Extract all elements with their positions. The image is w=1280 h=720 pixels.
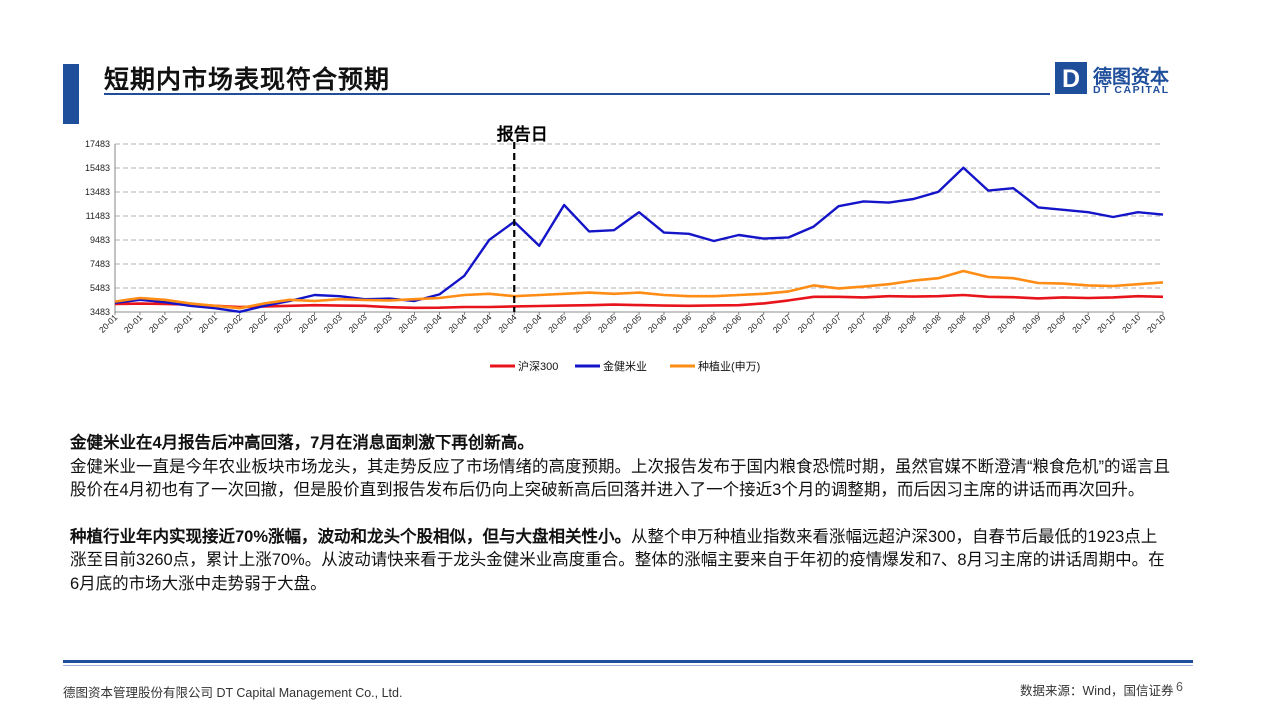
stock-line-chart: 3483 5483 7483 9483 11483 13483 15483 17483 20-… (85, 124, 1168, 373)
logo-mark-letter: D (1062, 65, 1080, 93)
logo-mark-icon: D (1055, 62, 1087, 94)
x-tick-label: 20-06 (671, 312, 694, 335)
footer-divider (63, 660, 1193, 663)
paragraph-1: 金健米业在4月报告后冲高回落，7月在消息面刺激下再创新高。金健米业一直是今年农业… (70, 432, 1170, 503)
x-tick-label: 20-08 (870, 312, 893, 335)
x-tick-label: 20-03 (322, 312, 345, 335)
x-tick-label: 20-05 (571, 312, 594, 335)
y-tick-label: 15483 (85, 163, 110, 173)
y-tick-label: 5483 (90, 283, 110, 293)
x-tick-label: 20-09 (970, 312, 993, 335)
y-tick-label: 17483 (85, 139, 110, 149)
x-tick-label: 20-03 (346, 312, 369, 335)
x-tick-label: 20-01 (197, 312, 220, 335)
legend-label-1: 金健米业 (603, 359, 647, 373)
page-number: 6 (1176, 680, 1183, 694)
x-tick-label: 20-02 (222, 312, 245, 335)
y-tick-label: 9483 (90, 235, 110, 245)
x-tick-label: 20-04 (496, 312, 519, 335)
chart-legend: 沪深300 金健米业 种植业(申万) (490, 359, 760, 373)
x-tick-label: 20-09 (1020, 312, 1043, 335)
x-tick-label: 20-04 (421, 312, 444, 335)
x-tick-label: 20-07 (846, 312, 869, 335)
x-tick-label: 20-06 (696, 312, 719, 335)
x-tick-label: 20-10 (1095, 312, 1118, 335)
x-tick-label: 20-07 (796, 312, 819, 335)
x-tick-label: 20-08 (895, 312, 918, 335)
footer-company: 德图资本管理股份有限公司 DT Capital Management Co., … (63, 686, 403, 700)
title-accent-bar (63, 64, 79, 124)
legend-label-0: 沪深300 (518, 359, 558, 373)
report-day-label: 报告日 (497, 124, 548, 145)
x-tick-label: 20-06 (721, 312, 744, 335)
title-divider (104, 93, 1050, 95)
x-tick-label: 20-10 (1070, 312, 1093, 335)
series-line-0 (114, 293, 1164, 310)
x-tick-label: 20-03 (371, 312, 394, 335)
x-tick-label: 20-02 (297, 312, 320, 335)
x-tick-label: 20-07 (746, 312, 769, 335)
analysis-text: 金健米业在4月报告后冲高回落，7月在消息面刺激下再创新高。金健米业一直是今年农业… (70, 432, 1170, 619)
x-tick-label: 20-08 (920, 312, 943, 335)
chart-series (114, 166, 1164, 314)
y-axis-ticks: 3483 5483 7483 9483 11483 13483 15483 17483 (85, 139, 110, 317)
x-tick-label: 20-05 (621, 312, 644, 335)
x-axis-ticks: 20-01 20-01 20-01 20-01 20-01 20-02 20-02 20-02… (97, 312, 1168, 335)
logo-text-en: DT CAPITAL (1093, 84, 1170, 96)
x-tick-label: 20-09 (1045, 312, 1068, 335)
x-tick-label: 20-01 (147, 312, 170, 335)
x-tick-label: 20-02 (272, 312, 295, 335)
paragraph-1-heading: 金健米业在4月报告后冲高回落，7月在消息面刺激下再创新高。 (70, 434, 534, 452)
x-tick-label: 20-05 (596, 312, 619, 335)
x-tick-label: 20-07 (821, 312, 844, 335)
x-tick-label: 20-06 (646, 312, 669, 335)
company-logo: D 德图资本 DT CAPITAL (1055, 62, 1195, 98)
y-tick-label: 7483 (90, 259, 110, 269)
x-tick-label: 20-07 (771, 312, 794, 335)
x-tick-label: 20-04 (521, 312, 544, 335)
paragraph-2: 种植行业年内实现接近70%涨幅，波动和龙头个股相似，但与大盘相关性小。从整个申万… (70, 526, 1170, 597)
x-tick-label: 20-04 (471, 312, 494, 335)
x-tick-label: 20-05 (546, 312, 569, 335)
y-tick-label: 11483 (86, 211, 110, 221)
x-tick-label: 20-02 (247, 312, 270, 335)
x-tick-label: 20-10 (1145, 312, 1168, 335)
legend-label-2: 种植业(申万) (698, 359, 760, 373)
chart-grid (114, 143, 1163, 313)
x-tick-label: 20-08 (945, 312, 968, 335)
paragraph-1-body: 金健米业一直是今年农业板块市场龙头，其走势反应了市场情绪的高度预期。上次报告发布… (70, 457, 1170, 500)
series-line-2 (114, 269, 1164, 310)
paragraph-2-body: 从整个申万种植业指数来看涨幅远超沪深300，自春节后最低的1923点上涨至目前3… (70, 527, 1165, 593)
footer-divider-thin (63, 665, 1193, 666)
x-tick-label: 20-04 (446, 312, 469, 335)
page-title: 短期内市场表现符合预期 (104, 66, 391, 94)
footer-source: 数据来源：Wind，国信证券 (1020, 684, 1174, 698)
x-tick-label: 20-03 (396, 312, 419, 335)
x-tick-label: 20-10 (1120, 312, 1143, 335)
x-tick-label: 20-01 (122, 312, 145, 335)
logo-text-cn: 德图资本 (1093, 67, 1170, 88)
y-tick-label: 3483 (90, 307, 110, 317)
report-day-annotation: 报告日 (497, 124, 548, 312)
x-tick-label: 20-09 (995, 312, 1018, 335)
x-tick-label: 20-01 (172, 312, 195, 335)
y-tick-label: 13483 (85, 187, 110, 197)
paragraph-2-heading: 种植行业年内实现接近70%涨幅，波动和龙头个股相似，但与大盘相关性小。 (70, 527, 632, 546)
